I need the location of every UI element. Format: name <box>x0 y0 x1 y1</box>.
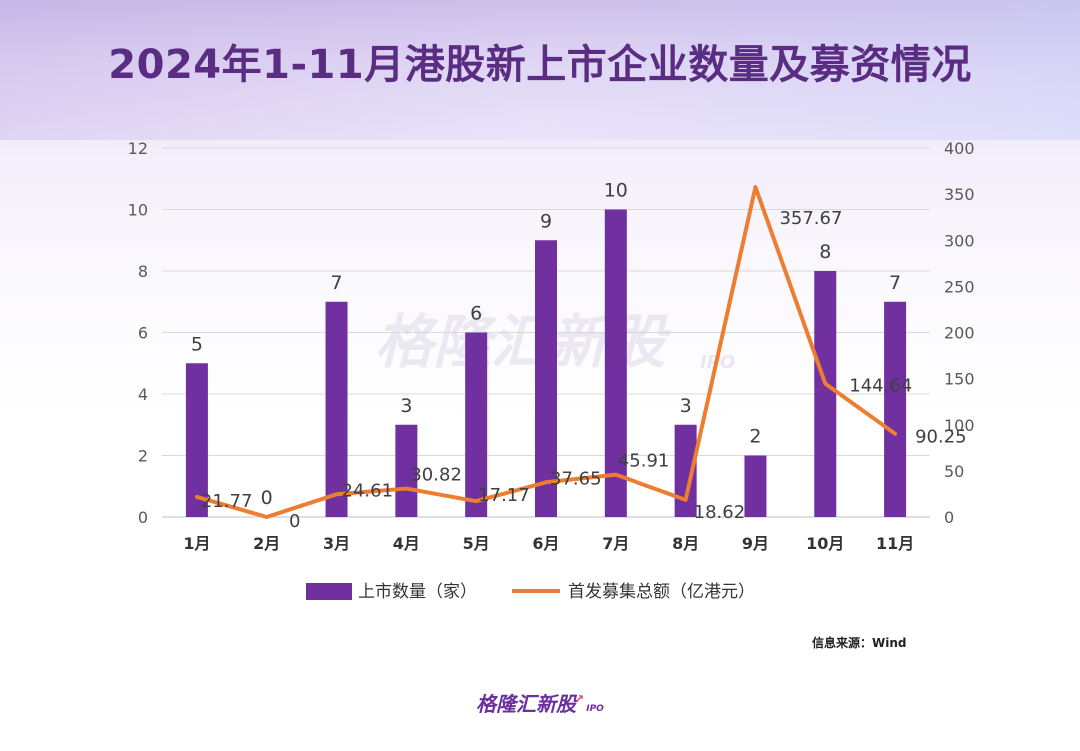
bar <box>465 332 488 517</box>
legend-bar-swatch <box>306 583 352 600</box>
x-tick-label: 6月 <box>532 534 559 553</box>
bar-data-label: 5 <box>191 333 203 355</box>
x-tick-label: 9月 <box>742 534 769 553</box>
bar-data-label: 0 <box>261 487 273 509</box>
line-data-label: 0 <box>289 511 300 532</box>
x-tick-label: 4月 <box>393 534 420 553</box>
bar-data-label: 3 <box>680 395 692 417</box>
bar <box>884 301 907 517</box>
bar-data-label: 10 <box>604 180 628 202</box>
line-data-label: 30.82 <box>410 465 462 486</box>
x-axis-labels: 1月 2月 3月 4月 5月 6月 7月 8月 9月 10月 11月 <box>183 534 914 553</box>
right-tick-label: 50 <box>944 462 964 481</box>
legend: 上市数量（家） 首发募集总额（亿港元） <box>306 582 755 602</box>
x-tick-label: 5月 <box>463 534 490 553</box>
bar-data-label: 7 <box>889 272 901 294</box>
bar-data-label: 6 <box>470 303 482 325</box>
line-data-label: 21.77 <box>201 491 253 512</box>
right-tick-label: 300 <box>944 231 975 250</box>
line-labels: 21.77 0 24.61 30.82 17.17 37.65 45.91 18.62 357.… <box>201 208 967 532</box>
bar-data-label: 7 <box>330 272 342 294</box>
bar-data-label: 2 <box>749 426 761 448</box>
arrow-icon: ↗ <box>574 692 585 707</box>
page-title: 2024年1-11月港股新上市企业数量及募资情况 <box>108 42 972 88</box>
source-note: 信息来源：Wind <box>812 636 907 650</box>
right-axis: 0 50 100 150 200 250 300 350 400 <box>944 139 975 527</box>
right-tick-label: 100 <box>944 416 975 435</box>
line-series <box>194 185 898 519</box>
x-tick-label: 10月 <box>806 534 844 553</box>
bar-labels: 5 0 7 3 6 9 10 3 2 8 7 <box>191 180 901 510</box>
line-data-label: 144.64 <box>849 376 912 397</box>
left-tick-label: 8 <box>138 262 148 281</box>
footer-logo-ipo: IPO <box>586 704 604 714</box>
footer-logo-text: 格隆汇新股 <box>476 692 577 716</box>
bar-data-label: 3 <box>400 395 412 417</box>
right-tick-label: 0 <box>944 508 954 527</box>
right-tick-label: 250 <box>944 277 975 296</box>
left-tick-label: 4 <box>138 385 148 404</box>
x-tick-label: 11月 <box>876 534 914 553</box>
bar-data-label: 8 <box>819 241 831 263</box>
x-tick-label: 8月 <box>672 534 699 553</box>
right-tick-label: 400 <box>944 139 975 158</box>
line-data-label: 90.25 <box>915 427 967 448</box>
line-data-label: 357.67 <box>779 208 842 229</box>
line-data-label: 18.62 <box>694 502 746 523</box>
footer-logo: 格隆汇新股↗IPO <box>0 688 1080 717</box>
bar <box>535 240 557 517</box>
legend-line-label: 首发募集总额（亿港元） <box>568 582 755 602</box>
bar <box>185 363 208 517</box>
line-data-label: 45.91 <box>618 451 670 472</box>
bar-data-label: 9 <box>540 210 552 232</box>
bar-series <box>185 209 907 517</box>
header-background <box>0 0 1080 140</box>
bar <box>395 424 418 517</box>
left-tick-label: 12 <box>128 139 148 158</box>
line-data-label: 17.17 <box>478 485 530 506</box>
right-tick-label: 150 <box>944 370 975 389</box>
line-data-label: 24.61 <box>342 480 394 501</box>
bar <box>814 271 837 517</box>
left-tick-label: 10 <box>128 201 148 220</box>
bar <box>604 209 627 517</box>
line-data-label: 37.65 <box>550 468 602 489</box>
bar <box>674 424 697 517</box>
legend-bar-label: 上市数量（家） <box>358 582 477 602</box>
x-tick-label: 3月 <box>323 534 350 553</box>
left-tick-label: 6 <box>138 324 148 343</box>
x-tick-label: 2月 <box>253 534 280 553</box>
x-tick-label: 1月 <box>183 534 210 553</box>
bar <box>744 455 767 517</box>
right-tick-label: 200 <box>944 324 975 343</box>
left-axis: 0 2 4 6 8 10 12 <box>128 139 148 527</box>
left-tick-label: 0 <box>138 508 148 527</box>
left-tick-label: 2 <box>138 447 148 466</box>
x-tick-label: 7月 <box>602 534 629 553</box>
right-tick-label: 350 <box>944 185 975 204</box>
bar <box>325 301 348 517</box>
